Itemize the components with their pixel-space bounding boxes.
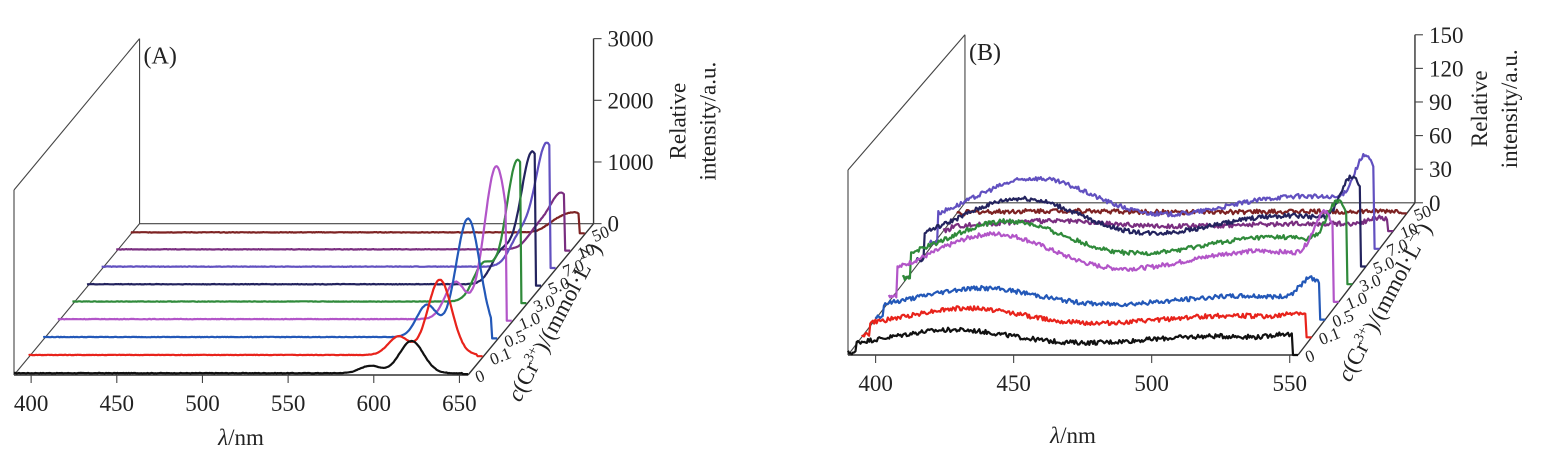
top-left-diagonal (847, 34, 966, 171)
z-tick-label: 60 (1429, 124, 1452, 149)
z-tick-label: 0 (608, 212, 620, 237)
x-tick-label: 450 (100, 391, 135, 416)
z-axis-title-line1: Relative (1467, 70, 1492, 147)
z-tick-label: 90 (1429, 90, 1452, 115)
depth-tick-label: 10 (1398, 219, 1421, 243)
z-tick-label: 1000 (608, 150, 654, 175)
x-tick-label: 500 (1134, 371, 1169, 396)
depth-tick-label: 50 (1411, 201, 1434, 225)
z-tick-label: 30 (1429, 157, 1452, 182)
x-tick-label: 650 (442, 391, 477, 416)
top-left-diagonal (13, 38, 140, 191)
x-tick-label: 450 (996, 371, 1031, 396)
z-tick-label: 0 (1429, 191, 1441, 216)
z-tick-label: 3000 (608, 27, 654, 52)
depth-axis-line (467, 223, 595, 376)
series-line-5p0 (914, 174, 1366, 268)
x-tick-label: 550 (271, 391, 306, 416)
series-line-7p0 (928, 153, 1380, 250)
depth-tick-label: 10 (575, 240, 598, 264)
series-line-0p5 (874, 275, 1326, 321)
depth-tick-label: 50 (589, 222, 612, 246)
z-axis-title-line1: Relative (666, 83, 691, 160)
depth-axis-line (1297, 202, 1416, 356)
series-line-0p5 (43, 217, 498, 340)
x-tick-label: 400 (858, 371, 893, 396)
z-tick-label: 150 (1429, 23, 1464, 48)
series-line-0 (13, 339, 468, 376)
z-tick-label: 120 (1429, 56, 1464, 81)
x-axis-title: λ/nm (217, 425, 264, 450)
x-tick-label: 600 (357, 391, 392, 416)
series-line-5p0 (86, 150, 541, 287)
z-axis-title-line2: intensity/a.u. (696, 62, 721, 181)
z-axis-title-line2: intensity/a.u. (1497, 49, 1522, 168)
series-line-10 (116, 191, 571, 252)
series-line-0 (847, 326, 1298, 357)
x-tick-label: 400 (14, 391, 49, 416)
panel-label: (B) (969, 40, 1001, 66)
series-line-0p1 (28, 278, 483, 358)
panel-label: (A) (144, 44, 177, 70)
series-line-1p0 (57, 165, 512, 322)
series-line-1p0 (887, 209, 1339, 303)
series-line-50 (130, 211, 585, 235)
series-line-3p0 (901, 199, 1353, 286)
x-axis-title: λ/nm (1049, 423, 1096, 448)
series-line-0p1 (861, 305, 1312, 339)
x-tick-label: 500 (185, 391, 220, 416)
depth-tick-label: 0 (1302, 346, 1317, 367)
depth-tick-label: 0 (472, 366, 487, 387)
floor-left-diagonal (13, 223, 140, 376)
z-tick-label: 2000 (608, 88, 654, 113)
x-tick-label: 550 (1272, 371, 1307, 396)
panel-a: 400 450 500 550 600 650λ/nm0100020003000Relat… (13, 27, 721, 450)
